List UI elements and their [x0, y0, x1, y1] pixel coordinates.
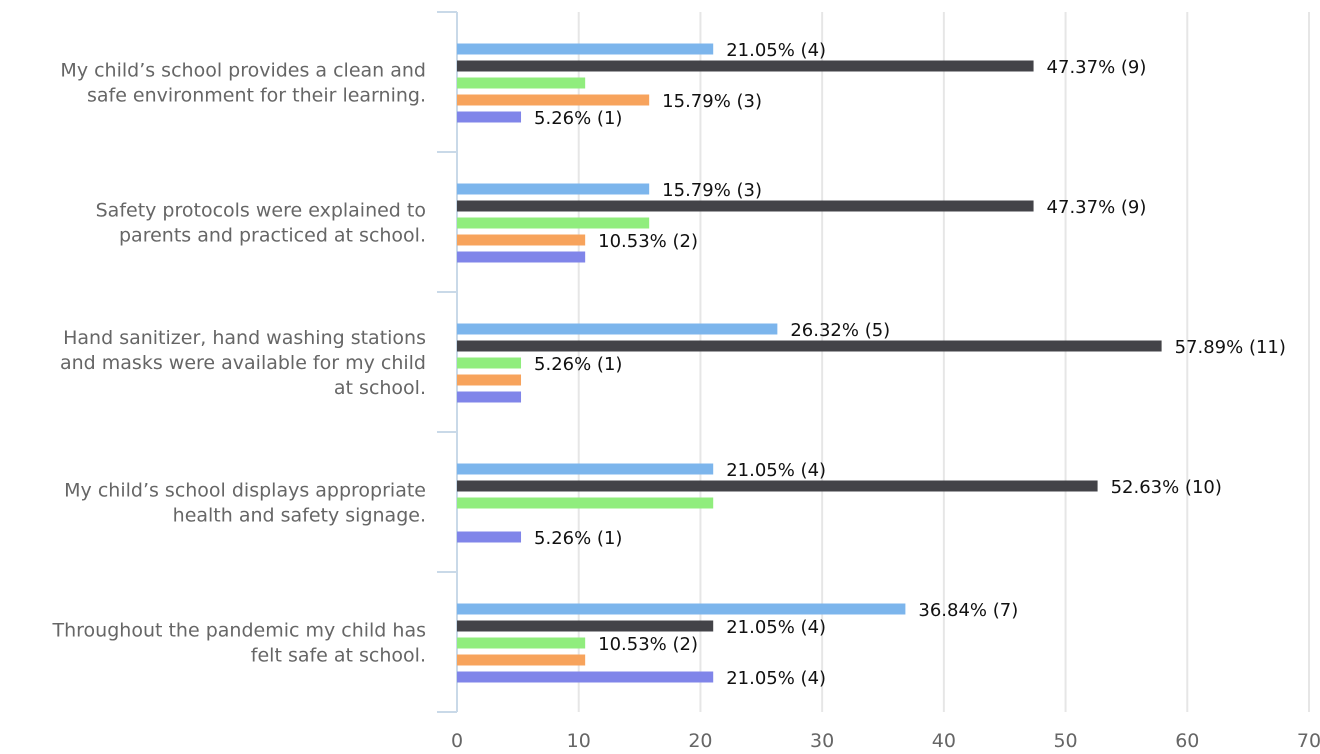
x-tick-label: 40: [932, 730, 956, 752]
bar: [457, 391, 522, 403]
x-tick-label: 60: [1175, 730, 1199, 752]
data-label: 5.26% (1): [534, 108, 622, 129]
category-label-line: felt safe at school.: [251, 645, 426, 667]
data-label: 21.05% (4): [726, 668, 826, 689]
data-label: 5.26% (1): [534, 528, 622, 549]
category-label: My child’s school provides a clean and sa…: [60, 60, 426, 107]
category-label-line: health and safety signage.: [173, 505, 426, 527]
category-label-line: Throughout the pandemic my child has: [52, 620, 426, 642]
bar: [457, 94, 650, 106]
data-label: 10.53% (2): [598, 634, 698, 655]
bar: [457, 251, 586, 263]
bar: [457, 531, 522, 543]
bar: [457, 234, 586, 246]
bar: [457, 340, 1162, 352]
bar: [457, 111, 522, 123]
bar: [457, 60, 1034, 72]
data-label: 15.79% (3): [662, 180, 762, 201]
bar: [457, 654, 586, 666]
bar: [457, 671, 714, 683]
category-label-line: Hand sanitizer, hand washing stations: [63, 327, 426, 349]
x-tick-label: 20: [688, 730, 712, 752]
data-label: 57.89% (11): [1175, 337, 1286, 358]
category-label-line: parents and practiced at school.: [119, 225, 426, 247]
bar: [457, 200, 1034, 212]
data-label: 21.05% (4): [726, 460, 826, 481]
bar: [457, 497, 714, 509]
bar: [457, 603, 906, 615]
x-tick-label: 30: [810, 730, 834, 752]
category-label-line: My child’s school provides a clean and: [60, 60, 426, 82]
data-label: 47.37% (9): [1047, 197, 1147, 218]
data-label: 21.05% (4): [726, 617, 826, 638]
data-label: 47.37% (9): [1047, 57, 1147, 78]
bar: [457, 77, 586, 89]
data-label: 15.79% (3): [662, 91, 762, 112]
data-label: 5.26% (1): [534, 354, 622, 375]
x-tick-label: 10: [567, 730, 591, 752]
x-tick-label: 0: [451, 730, 463, 752]
category-label-line: safe environment for their learning.: [87, 85, 426, 107]
bar: [457, 480, 1098, 492]
category-label: Safety protocols were explained to parent…: [96, 200, 426, 247]
category-label-line: My child’s school displays appropriate: [64, 480, 426, 502]
category-label-line: Safety protocols were explained to: [96, 200, 426, 222]
bar: [457, 463, 714, 475]
category-label: Hand sanitizer, hand washing stations and…: [60, 327, 426, 399]
category-label-line: at school.: [334, 377, 426, 399]
data-label: 26.32% (5): [790, 320, 890, 341]
bar: [457, 620, 714, 632]
category-label-line: and masks were available for my child: [60, 352, 426, 374]
data-label: 36.84% (7): [918, 600, 1018, 621]
x-tick-label: 70: [1297, 730, 1320, 752]
category-label: My child’s school displays appropriate he…: [64, 480, 426, 527]
bar: [457, 183, 650, 195]
bar: [457, 217, 650, 229]
x-tick-label: 50: [1053, 730, 1077, 752]
bar: [457, 357, 522, 369]
category-label: Throughout the pandemic my child has felt…: [52, 620, 426, 667]
bar: [457, 374, 522, 386]
data-label: 52.63% (10): [1111, 477, 1222, 498]
bar: [457, 323, 778, 335]
bar: [457, 43, 714, 55]
bar: [457, 637, 586, 649]
data-label: 21.05% (4): [726, 40, 826, 61]
data-label: 10.53% (2): [598, 231, 698, 252]
